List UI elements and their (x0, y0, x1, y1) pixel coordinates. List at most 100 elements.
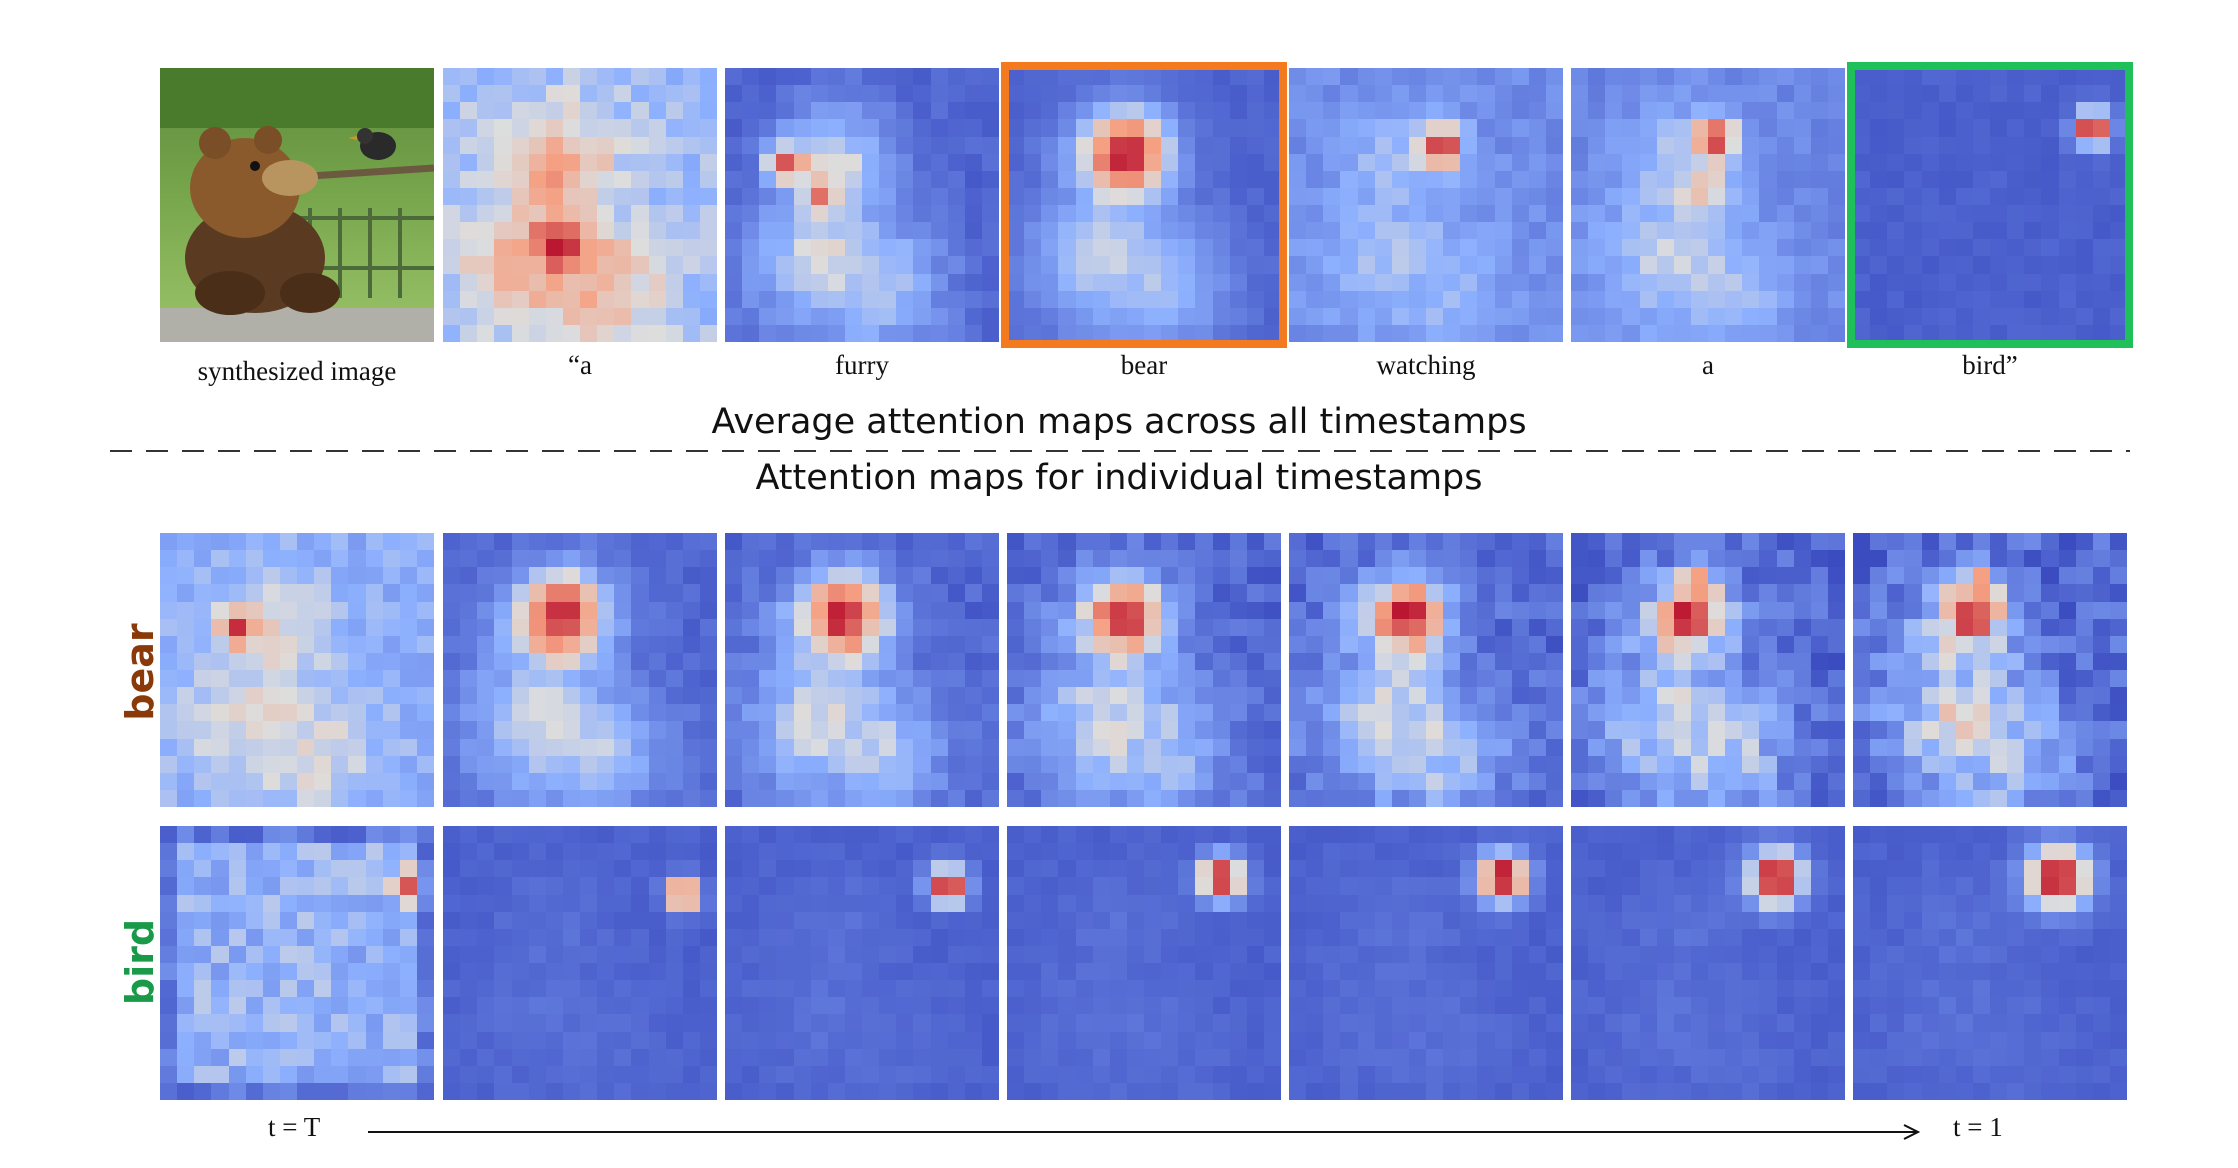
heatmap-cell (1126, 290, 1144, 308)
heatmap-cell (1571, 205, 1589, 223)
heatmap-cell (1161, 789, 1179, 807)
heatmap-cell (879, 687, 897, 705)
heatmap-cell (631, 136, 649, 154)
heatmap-cell (1776, 1014, 1794, 1032)
heatmap-cell (1955, 102, 1973, 120)
heatmap-cell (1374, 772, 1392, 790)
heatmap-cell (1007, 877, 1025, 895)
heatmap-cell (1571, 102, 1589, 120)
heatmap-cell (1972, 119, 1990, 137)
heatmap-cell (759, 68, 777, 86)
heatmap-cell (827, 945, 845, 963)
heatmap-cell (331, 1031, 349, 1049)
heatmap-cell (1126, 843, 1144, 861)
heatmap-cell (1041, 239, 1059, 257)
heatmap-cell (1460, 1031, 1478, 1049)
heatmap-cell (1921, 533, 1939, 551)
heatmap-cell (1109, 789, 1127, 807)
heatmap-cell (1921, 670, 1939, 688)
heatmap-cell (827, 738, 845, 756)
heatmap-cell (365, 687, 383, 705)
heatmap-cell (1144, 1065, 1162, 1083)
heatmap-cell (827, 652, 845, 670)
heatmap-cell (1742, 1065, 1760, 1083)
heatmap-cell (2058, 136, 2076, 154)
heatmap-cell (545, 635, 563, 653)
heatmap-cell (160, 789, 178, 807)
heatmap-cell (1605, 324, 1623, 342)
heatmap-cell (1725, 533, 1743, 551)
heatmap-cell (1494, 205, 1512, 223)
heatmap-cell (682, 997, 700, 1015)
heatmap-cell (1776, 652, 1794, 670)
heatmap-cell (1024, 772, 1042, 790)
heatmap-cell (494, 1048, 512, 1066)
heatmap-cell (631, 256, 649, 274)
heatmap-cell (1545, 945, 1563, 963)
heatmap-cell (1289, 153, 1307, 171)
heatmap-cell (2058, 239, 2076, 257)
heatmap-cell (1391, 1048, 1409, 1066)
heatmap-cell (1793, 789, 1811, 807)
heatmap-cell (1357, 911, 1375, 929)
heatmap-cell (1639, 102, 1657, 120)
heatmap-cell (1374, 826, 1392, 844)
heatmap-cell (2007, 187, 2025, 205)
heatmap-cell (648, 601, 666, 619)
heatmap-cell (1195, 584, 1213, 602)
heatmap-cell (460, 1048, 478, 1066)
heatmap-cell (545, 911, 563, 929)
heatmap-cell (1793, 1082, 1811, 1100)
heatmap-cell (827, 860, 845, 878)
heatmap-cell (1528, 618, 1546, 636)
heatmap-cell (562, 256, 580, 274)
heatmap-cell (1708, 687, 1726, 705)
heatmap-cell (1426, 652, 1444, 670)
heatmap-cell (1955, 911, 1973, 929)
heatmap-cell (759, 584, 777, 602)
heatmap-cell (1990, 550, 2008, 568)
heatmap-cell (1742, 68, 1760, 86)
heatmap-cell (913, 704, 931, 722)
heatmap-cell (1725, 997, 1743, 1015)
heatmap-cell (1742, 980, 1760, 998)
heatmap-cell (545, 877, 563, 895)
heatmap-cell (443, 877, 461, 895)
heatmap-cell (2075, 102, 2093, 120)
heatmap-cell (1853, 273, 1871, 291)
heatmap-cell (844, 721, 862, 739)
heatmap-cell (1810, 290, 1828, 308)
heatmap-cell (1178, 1014, 1196, 1032)
heatmap-cell (297, 826, 315, 844)
heatmap-cell (981, 1048, 999, 1066)
heatmap-cell (1656, 290, 1674, 308)
heatmap-cell (1075, 222, 1093, 240)
heatmap-cell (1246, 963, 1264, 981)
heatmap-cell (776, 601, 794, 619)
heatmap-cell (580, 772, 598, 790)
heatmap-cell (981, 222, 999, 240)
heatmap-cell (245, 997, 263, 1015)
heatmap-cell (1622, 670, 1640, 688)
heatmap-cell (1528, 843, 1546, 861)
bird-timestep-map (160, 826, 434, 1100)
heatmap-cell (2075, 324, 2093, 342)
heatmap-cell (211, 772, 229, 790)
heatmap-cell (460, 687, 478, 705)
heatmap-cell (1041, 980, 1059, 998)
heatmap-cell (1990, 187, 2008, 205)
heatmap-cell (2092, 205, 2110, 223)
heatmap-cell (1408, 652, 1426, 670)
heatmap-cell (245, 826, 263, 844)
heatmap-cell (1374, 618, 1392, 636)
heatmap-cell (648, 789, 666, 807)
heatmap-cell (1904, 170, 1922, 188)
heatmap-cell (1144, 102, 1162, 120)
heatmap-cell (1058, 307, 1076, 325)
heatmap-cell (648, 533, 666, 551)
heatmap-cell (1656, 860, 1674, 878)
heatmap-cell (1195, 670, 1213, 688)
heatmap-cell (297, 980, 315, 998)
heatmap-cell (1870, 550, 1888, 568)
heatmap-cell (1263, 307, 1281, 325)
